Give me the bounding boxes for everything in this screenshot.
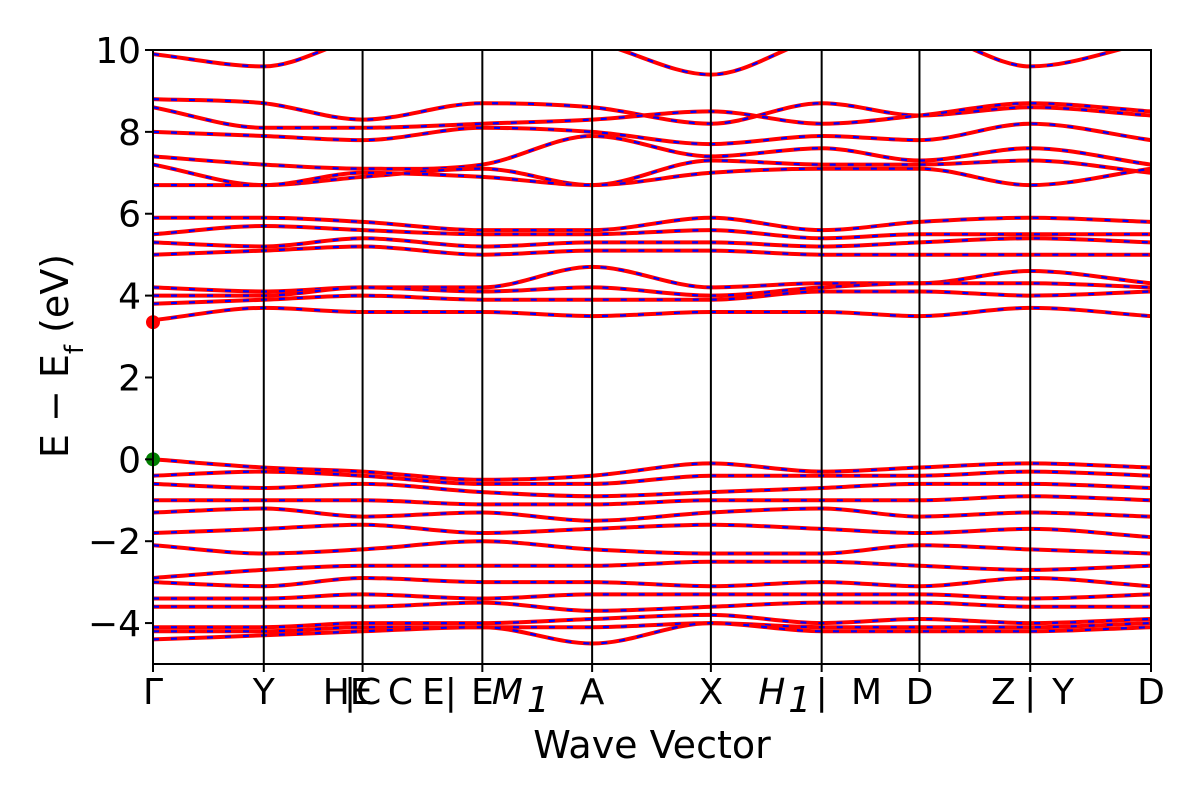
band-line-spin-down xyxy=(153,102,1151,129)
band-line-spin-down xyxy=(153,507,1151,522)
x-tick-label: Y xyxy=(1051,672,1075,713)
x-tick-label: 1 xyxy=(527,680,550,721)
y-axis-title-main: E − E xyxy=(33,354,77,458)
band-line-spin-up xyxy=(153,166,1151,188)
x-tick-label: |C xyxy=(344,672,381,713)
x-tick-label: D xyxy=(906,672,934,713)
band-line-spin-up xyxy=(153,592,1151,601)
band-line-spin-down xyxy=(153,224,1151,240)
x-tick-label: Y xyxy=(252,672,276,713)
kpoint-lines-layer xyxy=(262,50,1032,664)
x-tick-label: H xyxy=(758,672,785,713)
band-line-spin-up xyxy=(153,469,1151,486)
band-line-spin-down xyxy=(153,50,1122,76)
x-tick-label: M xyxy=(851,672,882,713)
band-line-spin-down xyxy=(153,540,1151,555)
band-line-spin-down xyxy=(153,560,1151,580)
band-line-spin-down xyxy=(153,458,1151,481)
band-line-spin-down xyxy=(153,134,1151,171)
x-tick-label: A xyxy=(580,672,605,713)
band-line-spin-up xyxy=(153,621,1151,634)
x-tick-label: Z xyxy=(991,672,1016,713)
band-line-spin-up xyxy=(153,612,1151,630)
band-line-spin-down xyxy=(153,576,1151,588)
band-line-spin-up xyxy=(153,494,1151,507)
x-tick-label: M xyxy=(492,672,523,713)
x-tick-label: E xyxy=(471,672,494,713)
y-axis-title-unit: (eV) xyxy=(33,254,77,345)
y-tick-label: 0 xyxy=(118,440,141,481)
band-line-spin-down xyxy=(153,306,1151,322)
band-line-spin-up xyxy=(153,289,1151,306)
band-line-spin-down xyxy=(153,122,1151,146)
x-tick-label: | xyxy=(1024,672,1036,713)
y-axis-title: E − Ef (eV) xyxy=(33,254,90,458)
y-tick-label: 4 xyxy=(118,277,141,318)
y-tick-label: −2 xyxy=(88,522,141,563)
band-line-spin-up xyxy=(153,481,1151,499)
plot-area xyxy=(153,50,1151,664)
bands-layer xyxy=(153,50,1151,646)
x-tick-label: C xyxy=(388,672,413,713)
y-tick-label: 8 xyxy=(118,113,141,154)
x-tick-label: E| xyxy=(422,672,457,713)
frame-layer xyxy=(152,49,1152,665)
x-tick-label: Γ xyxy=(143,672,163,713)
x-tick-label: D xyxy=(1137,672,1165,713)
y-tick-label: 10 xyxy=(95,31,141,72)
band-line-spin-down xyxy=(153,159,1151,187)
band-line-spin-up xyxy=(153,600,1151,613)
y-axis-ticks: −4 −2 0 2 4 6 8 10 xyxy=(88,31,153,645)
x-tick-label: X xyxy=(699,672,724,713)
y-tick-label: −4 xyxy=(88,604,141,645)
y-tick-label: 6 xyxy=(118,195,141,236)
x-axis-title: Wave Vector xyxy=(533,723,771,767)
band-line-spin-up xyxy=(153,244,1151,257)
band-line-spin-down xyxy=(153,621,1151,645)
x-axis-ticks: Γ Y HE|C C E| EM 1 A X H 1 | M D Z | Y D xyxy=(143,664,1165,721)
band-line-spin-down xyxy=(153,98,1151,125)
x-tick-label: HE xyxy=(323,672,373,713)
plot-frame xyxy=(152,49,1152,665)
x-tick-label: 1 xyxy=(788,680,811,721)
x-tick-label: | xyxy=(816,672,828,713)
y-axis-title-text: E − Ef (eV) xyxy=(33,254,90,458)
plot-background xyxy=(153,50,1151,664)
band-line-spin-down xyxy=(153,237,1151,248)
y-axis-title-sub: f xyxy=(60,344,90,354)
y-tick-label: 2 xyxy=(118,358,141,399)
band-line-spin-down xyxy=(153,282,1151,297)
band-line-spin-up xyxy=(153,215,1151,233)
band-line-spin-down xyxy=(153,523,1151,539)
